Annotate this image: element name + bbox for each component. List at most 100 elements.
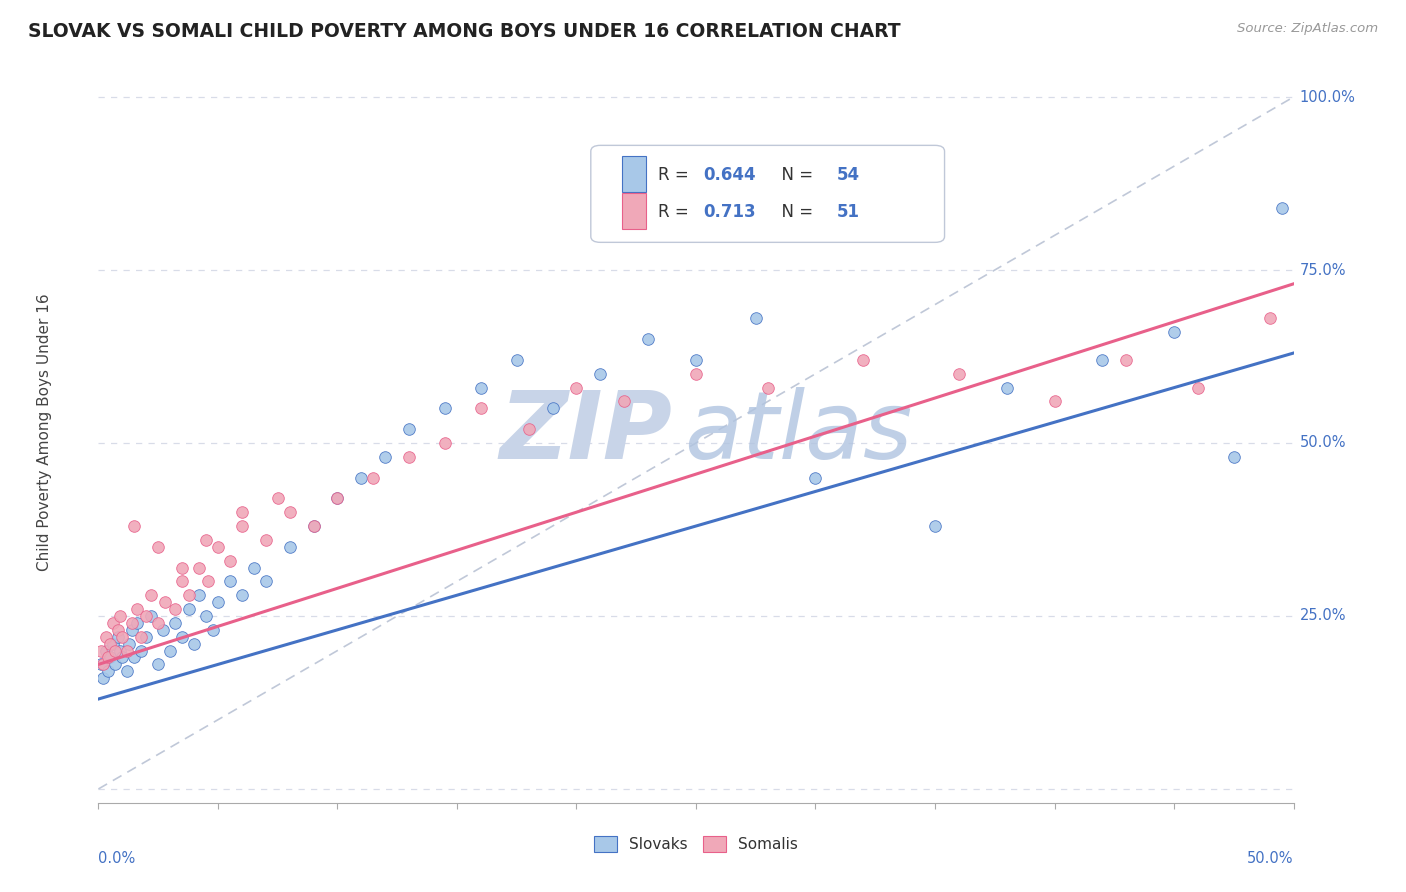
Point [637, 332, 659, 346]
Point [207, 595, 229, 609]
Point [1043, 394, 1066, 409]
Point [756, 381, 779, 395]
Point [115, 643, 138, 657]
Point [111, 650, 134, 665]
Point [97, 650, 120, 665]
Point [219, 554, 242, 568]
Point [91, 671, 114, 685]
Point [187, 588, 209, 602]
Point [107, 623, 129, 637]
Point [124, 519, 146, 533]
Point [207, 540, 229, 554]
Point [94, 630, 117, 644]
Point [159, 643, 181, 657]
FancyBboxPatch shape [621, 194, 645, 229]
Point [685, 367, 707, 381]
Point [470, 401, 492, 416]
Point [278, 505, 301, 519]
Point [90, 643, 112, 657]
Text: atlas: atlas [685, 387, 912, 478]
Point [124, 650, 146, 665]
Point [104, 657, 127, 672]
Text: 50.0%: 50.0% [1299, 435, 1346, 450]
Point [302, 519, 325, 533]
Point [121, 615, 143, 630]
Point [111, 630, 134, 644]
Point [1187, 381, 1209, 395]
Text: N =: N = [772, 203, 818, 221]
Point [302, 519, 325, 533]
Text: ZIP: ZIP [499, 386, 672, 479]
Point [121, 623, 143, 637]
Point [179, 602, 201, 616]
Point [254, 533, 277, 547]
Point [155, 595, 177, 609]
Point [470, 381, 492, 395]
Point [98, 637, 122, 651]
Point [94, 643, 117, 657]
Point [231, 505, 253, 519]
Point [172, 560, 194, 574]
Point [278, 540, 301, 554]
Point [434, 436, 457, 450]
Point [374, 450, 396, 464]
Point [108, 643, 131, 657]
Text: 50.0%: 50.0% [1247, 851, 1294, 866]
Point [108, 609, 131, 624]
Text: 0.713: 0.713 [703, 203, 756, 221]
Point [197, 574, 219, 589]
Point [107, 630, 129, 644]
Text: SLOVAK VS SOMALI CHILD POVERTY AMONG BOYS UNDER 16 CORRELATION CHART: SLOVAK VS SOMALI CHILD POVERTY AMONG BOY… [28, 22, 901, 41]
Text: 54: 54 [837, 166, 860, 184]
Text: N =: N = [772, 166, 818, 184]
Text: 25.0%: 25.0% [1299, 608, 1346, 624]
Point [589, 367, 612, 381]
Point [91, 657, 114, 672]
Point [995, 381, 1018, 395]
Text: R =: R = [658, 166, 693, 184]
Point [254, 574, 277, 589]
Point [948, 367, 970, 381]
Text: Source: ZipAtlas.com: Source: ZipAtlas.com [1237, 22, 1378, 36]
Point [148, 657, 170, 672]
Point [195, 533, 218, 547]
Point [565, 381, 588, 395]
Point [139, 588, 162, 602]
Point [1163, 326, 1185, 340]
Legend: Slovaks, Somalis: Slovaks, Somalis [588, 830, 804, 858]
Point [924, 519, 946, 533]
Point [98, 650, 122, 665]
Point [163, 615, 186, 630]
Text: Child Poverty Among Boys Under 16: Child Poverty Among Boys Under 16 [37, 293, 52, 572]
Text: 100.0%: 100.0% [1299, 89, 1355, 104]
Point [118, 637, 141, 651]
Point [125, 615, 148, 630]
Point [398, 422, 420, 436]
Text: R =: R = [658, 203, 693, 221]
Point [1091, 353, 1114, 368]
Point [243, 560, 266, 574]
Point [97, 665, 120, 679]
Point [1115, 353, 1137, 368]
Point [685, 353, 707, 368]
Point [267, 491, 290, 506]
Point [172, 574, 194, 589]
Point [101, 637, 124, 651]
Point [202, 623, 225, 637]
Point [139, 609, 162, 624]
Point [148, 540, 170, 554]
Point [115, 665, 138, 679]
Point [195, 609, 218, 624]
Text: 75.0%: 75.0% [1299, 262, 1346, 277]
Point [148, 615, 170, 630]
Point [852, 353, 875, 368]
Point [231, 519, 253, 533]
Point [125, 602, 148, 616]
Point [163, 602, 186, 616]
Point [152, 623, 174, 637]
Point [745, 311, 768, 326]
Text: 0.0%: 0.0% [98, 851, 135, 866]
Point [804, 470, 827, 484]
Point [104, 643, 127, 657]
Point [613, 394, 636, 409]
